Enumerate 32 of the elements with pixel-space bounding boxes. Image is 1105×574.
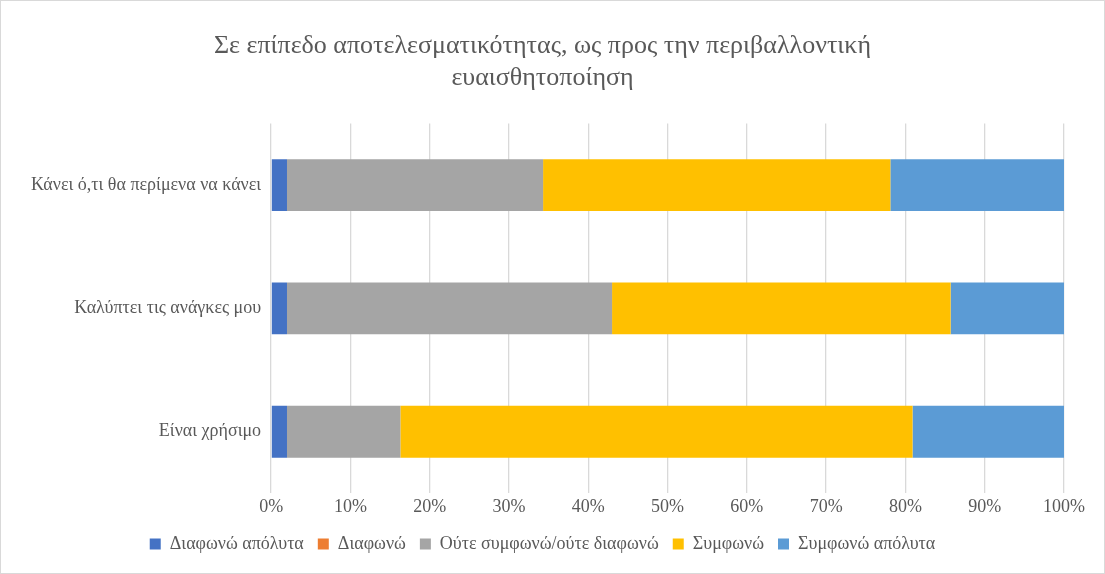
legend-label: Συμφωνώ — [692, 532, 765, 553]
bar — [950, 282, 1064, 335]
x-tick-label: 80% — [888, 495, 922, 516]
bar — [271, 282, 287, 335]
legend-label: Διαφωνώ απόλυτα — [169, 532, 305, 553]
bar — [286, 159, 544, 211]
x-tick-label: 100% — [1043, 495, 1085, 516]
x-tick-label: 0% — [259, 495, 284, 516]
bar — [271, 159, 287, 211]
x-tick-label: 30% — [492, 495, 526, 516]
x-tick-label: 70% — [809, 495, 843, 516]
bar — [271, 405, 287, 458]
bar — [286, 282, 613, 335]
y-tick-label: Καλύπτει τις ανάγκες μου — [74, 297, 262, 318]
x-tick-label: 50% — [651, 495, 685, 516]
legend-label: Διαφωνώ — [337, 532, 407, 553]
legend-label: Ούτε συμφωνώ/ούτε διαφωνώ — [439, 532, 659, 553]
x-tick-label: 60% — [730, 495, 764, 516]
bar — [286, 405, 401, 458]
x-tick-label: 20% — [413, 495, 447, 516]
legend-label: Συμφωνώ απόλυτα — [798, 532, 936, 553]
bar — [890, 159, 1064, 211]
x-tick-label: 10% — [333, 495, 367, 516]
bar — [543, 159, 891, 211]
x-tick-label: 90% — [968, 495, 1002, 516]
y-tick-label: Κάνει ό,τι θα περίμενα να κάνει — [30, 173, 262, 194]
bar — [400, 405, 913, 458]
bar — [912, 405, 1064, 458]
bar — [612, 282, 951, 335]
y-tick-label: Είναι χρήσιμο — [158, 420, 262, 441]
chart-title: Σε επίπεδο αποτελεσματικότητας, ως προς την περιβαλλοντική ευαισθητοποίηση — [213, 30, 872, 91]
x-tick-label: 40% — [571, 495, 605, 516]
